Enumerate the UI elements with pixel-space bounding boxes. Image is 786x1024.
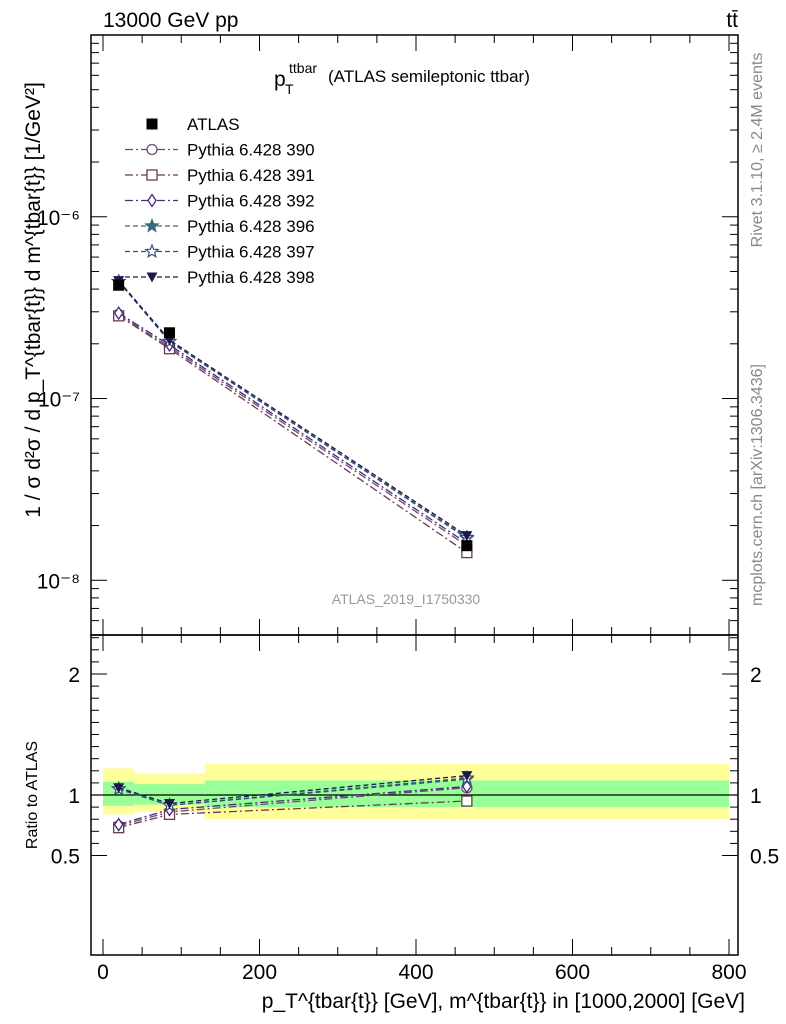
title-subscript: T: [285, 81, 294, 97]
x-tick-label: 600: [555, 961, 590, 984]
series-5: [110, 273, 475, 545]
data-point: [461, 540, 473, 552]
series-atlas: [113, 279, 473, 552]
legend: ATLAS Pythia 6.428 390 Pythia 6.428 391 Pyt…: [125, 115, 315, 287]
collision-label: 13000 GeV pp: [103, 9, 238, 32]
mcplots-label: mcplots.cern.ch [arXiv:1306.3436]: [749, 364, 766, 606]
x-tick-label: 800: [711, 961, 746, 984]
ratio-panel: 0.5 0.5 1 1 2 2 0 200 400 600 800 Ratio to ATLAS p_T…: [24, 634, 779, 1013]
legend-label: Pythia 6.428 390: [187, 141, 315, 160]
series-line: [118, 281, 468, 539]
series-point: [461, 531, 473, 542]
y-tick-label-right: 0.5: [750, 846, 779, 869]
legend-marker: [144, 243, 160, 259]
y-tick-label-right: 2: [750, 664, 762, 687]
legend-label: ATLAS: [187, 115, 240, 134]
title-superscript: ttbar: [289, 60, 317, 76]
legend-label: Pythia 6.428 398: [187, 268, 315, 287]
series-line: [118, 281, 468, 539]
ratio-point: [113, 783, 125, 794]
data-point: [113, 279, 125, 291]
title-text: p: [274, 68, 286, 91]
legend-marker: [146, 272, 158, 283]
y-tick-label: 0.5: [51, 846, 80, 869]
series-point: [113, 305, 124, 321]
ratio-point: [461, 771, 473, 782]
legend-label: Pythia 6.428 391: [187, 166, 315, 185]
ratio-point: [113, 817, 124, 832]
main-panel: 10⁻⁸ 10⁻⁷ 10⁻⁶1 / σ d²σ / d p_T^{tbar{t}} …: [22, 34, 739, 636]
analysis-watermark: ATLAS_2019_I1750330: [332, 591, 481, 607]
x-tick-label: 400: [398, 961, 433, 984]
ratio-y-axis-label: Ratio to ATLAS: [24, 741, 41, 849]
y-tick-label: 2: [68, 664, 80, 687]
rivet-label: Rivet 3.1.10, ≥ 2.4M events: [749, 53, 766, 248]
y-tick-label: 10⁻⁷: [38, 389, 80, 412]
y-tick-label: 10⁻⁶: [37, 207, 80, 230]
ratio-line: [118, 774, 467, 805]
series-line: [118, 280, 468, 537]
legend-label: Pythia 6.428 397: [187, 243, 315, 262]
title-rest: (ATLAS semileptonic ttbar): [328, 67, 530, 86]
legend-marker: [147, 193, 157, 208]
ratio-point: [461, 795, 473, 807]
legend-marker: [144, 217, 160, 233]
x-tick-label: 200: [242, 961, 277, 984]
legend-marker: [146, 169, 158, 181]
ratio-point: [164, 798, 176, 809]
y-axis-label: 1 / σ d²σ / d p_T^{tbar{t}} d m^{tbar{t}…: [22, 82, 45, 518]
y-tick-label: 1: [68, 785, 80, 808]
legend-marker: [146, 118, 158, 130]
ratio-series-3: [113, 779, 472, 832]
legend-marker: [146, 143, 158, 156]
data-point: [164, 327, 176, 339]
y-tick-label: 10⁻⁸: [37, 570, 80, 593]
y-tick-label-right: 1: [750, 785, 762, 808]
process-label: tt̄: [726, 9, 738, 32]
x-axis-label: p_T^{tbar{t}} [GeV], m^{tbar{t}} in [100…: [262, 990, 745, 1013]
x-tick-label: 0: [97, 961, 109, 984]
ratio-series-6: [113, 771, 473, 809]
series-6: [113, 276, 473, 542]
legend-label: Pythia 6.428 396: [187, 217, 315, 236]
ratio-line: [118, 777, 467, 806]
legend-label: Pythia 6.428 392: [187, 192, 315, 211]
